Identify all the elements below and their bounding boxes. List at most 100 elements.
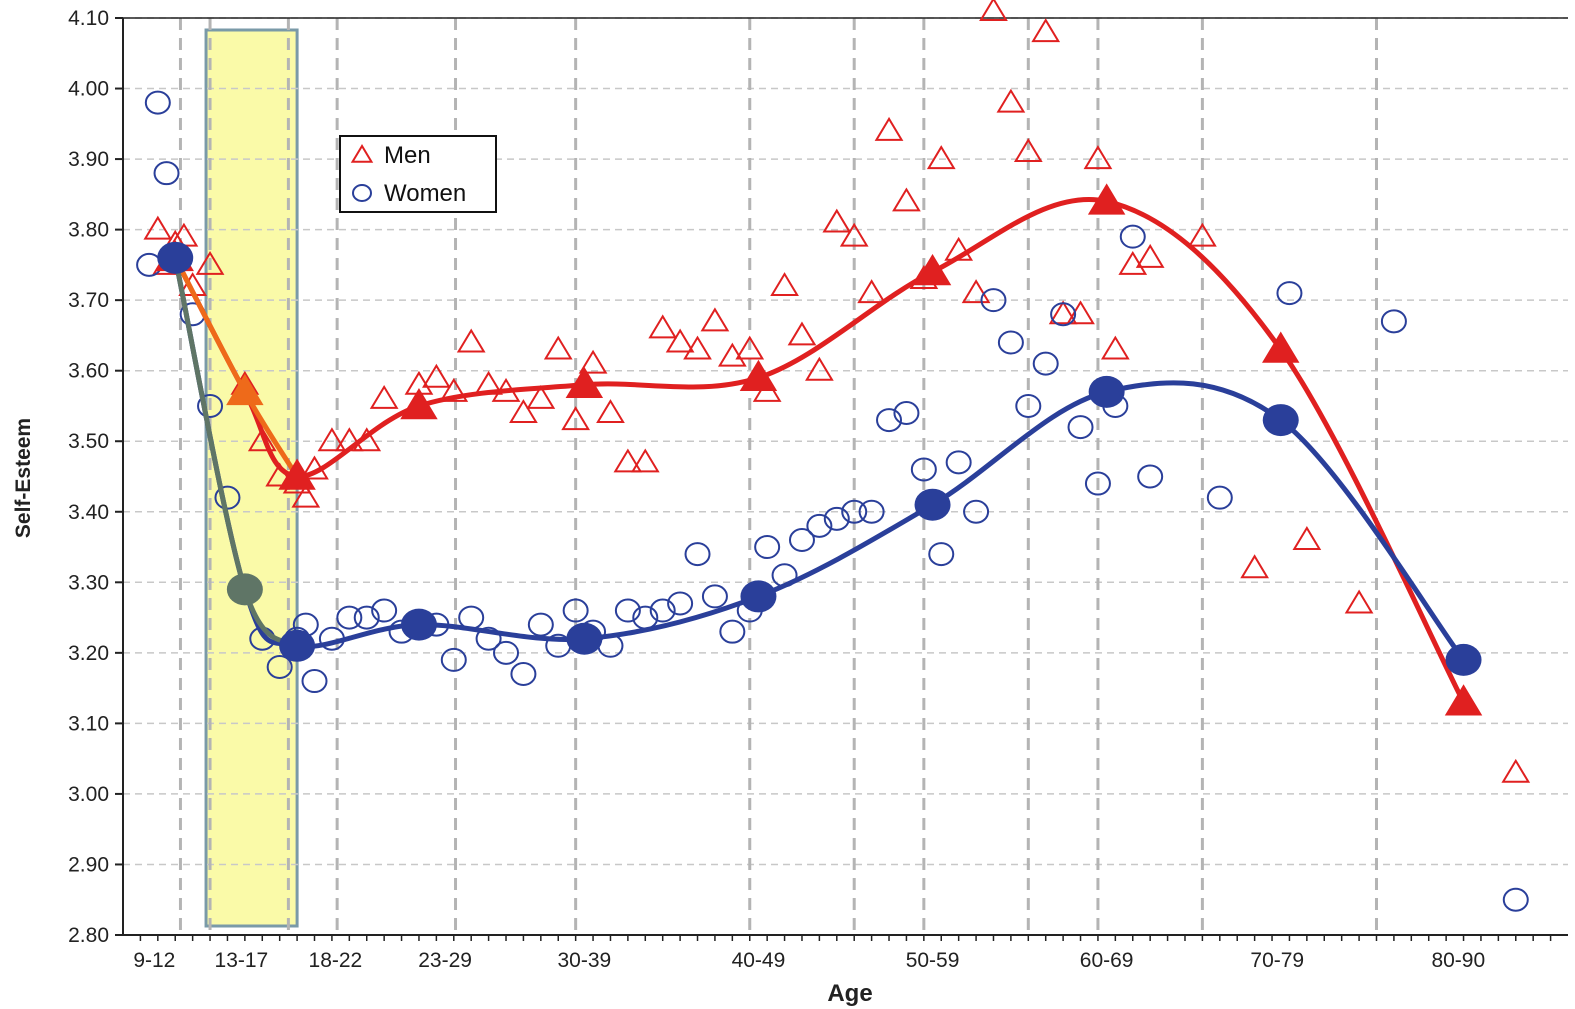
- legend-label: Men: [384, 142, 431, 169]
- y-tick-label: 2.80: [68, 924, 109, 947]
- women-data-point: [1050, 302, 1077, 327]
- men-data-point: [665, 328, 695, 353]
- men-data-point: [735, 335, 765, 360]
- women-data-point: [475, 626, 502, 651]
- men-data-point: [770, 272, 799, 297]
- men-data-point: [1501, 758, 1531, 783]
- women-data-point: [945, 450, 972, 475]
- women-data-point: [980, 288, 1007, 313]
- women-data-point: [336, 605, 363, 630]
- men-trend-marker: [1262, 331, 1300, 363]
- women-data-point: [1276, 281, 1303, 306]
- legend-women-marker: [352, 184, 372, 202]
- women-data-point: [701, 584, 728, 609]
- y-tick-label: 3.90: [68, 148, 109, 171]
- men-trend-marker: [739, 359, 778, 391]
- women-data-point: [1067, 415, 1094, 440]
- women-data-point: [1206, 485, 1233, 510]
- men-data-point: [787, 321, 817, 346]
- women-data-point: [527, 612, 554, 637]
- men-data-point: [839, 222, 869, 247]
- y-tick-label: 4.10: [68, 7, 109, 30]
- women-data-point: [841, 499, 868, 524]
- men-data-point: [1240, 554, 1269, 579]
- x-tick-label: 50-59: [906, 949, 960, 972]
- men-data-point: [648, 314, 678, 339]
- men-trend-marker: [400, 387, 438, 420]
- women-data-point: [684, 542, 711, 567]
- women-data-point: [493, 640, 520, 665]
- y-tick-label: 3.80: [68, 219, 109, 242]
- men-data-point: [247, 427, 277, 452]
- women-data-point: [997, 330, 1024, 355]
- men-data-point: [1292, 526, 1322, 550]
- women-data-point: [858, 499, 885, 524]
- women-data-point: [1032, 351, 1059, 376]
- x-tick-label: 23-29: [418, 949, 472, 972]
- highlight-layer: [204, 28, 299, 928]
- women-data-point: [1380, 309, 1407, 334]
- x-tick-label: 60-69: [1080, 949, 1134, 972]
- men-data-point: [509, 399, 538, 424]
- women-data-point: [667, 591, 694, 616]
- women-data-point: [1015, 393, 1042, 418]
- x-tick-label: 70-79: [1250, 949, 1304, 972]
- men-data-point: [979, 0, 1008, 21]
- y-tick-label: 3.30: [68, 571, 109, 594]
- men-data-point: [926, 145, 956, 170]
- legend-label: Women: [384, 180, 466, 207]
- men-data-point: [892, 187, 921, 212]
- women-data-point: [910, 457, 937, 482]
- men-trend-marker: [1444, 684, 1483, 716]
- women-data-point: [928, 542, 955, 567]
- men-data-point: [422, 363, 451, 388]
- women-trend-marker: [1262, 404, 1299, 437]
- women-adolescent-trend-line: [172, 255, 300, 649]
- men-data-point: [996, 88, 1026, 113]
- x-tick-label: 40-49: [732, 949, 786, 972]
- men-data-point: [456, 328, 486, 353]
- women-trend-marker: [157, 241, 194, 274]
- women-data-point: [719, 619, 746, 644]
- legend-men-marker: [350, 144, 374, 163]
- women-data-point: [144, 90, 171, 115]
- women-trend-marker: [400, 608, 437, 641]
- men-data-point: [683, 335, 712, 360]
- women-data-point: [458, 605, 485, 630]
- women-data-point: [893, 401, 920, 426]
- men-data-point: [1031, 18, 1061, 43]
- women-data-point: [371, 598, 398, 623]
- men-data-point: [561, 406, 591, 431]
- men-data-point: [195, 250, 225, 275]
- men-data-point: [822, 208, 852, 233]
- women-data-point: [876, 408, 903, 433]
- legend-box: [339, 135, 497, 213]
- men-data-point: [578, 349, 608, 374]
- y-tick-label: 3.60: [68, 360, 109, 383]
- men-trend-marker: [226, 373, 264, 406]
- men-data-point: [700, 307, 730, 332]
- men-data-point: [1083, 145, 1113, 170]
- x-tick-label: 18-22: [309, 949, 363, 972]
- women-trend-marker: [566, 622, 603, 655]
- men-data-point: [526, 384, 556, 409]
- women-trend-marker: [914, 488, 951, 521]
- women-data-point: [301, 669, 328, 694]
- women-data-point: [1119, 224, 1146, 249]
- x-axis-title: Age: [827, 980, 872, 1007]
- men-data-point: [1048, 300, 1078, 325]
- men-trend-marker: [1087, 183, 1126, 215]
- men-data-point: [439, 377, 469, 402]
- women-trend-line: [172, 255, 1467, 663]
- x-tick-label: 13-17: [215, 949, 269, 972]
- women-data-point: [806, 513, 833, 538]
- men-data-point: [1135, 243, 1165, 268]
- women-trend-marker: [1445, 643, 1482, 676]
- women-data-point: [823, 506, 850, 531]
- women-data-point: [266, 654, 293, 679]
- y-tick-label: 3.40: [68, 501, 109, 524]
- men-data-point: [596, 399, 625, 424]
- x-tick-label: 9-12: [133, 949, 175, 972]
- men-data-point: [291, 483, 321, 508]
- men-data-point: [1013, 138, 1043, 163]
